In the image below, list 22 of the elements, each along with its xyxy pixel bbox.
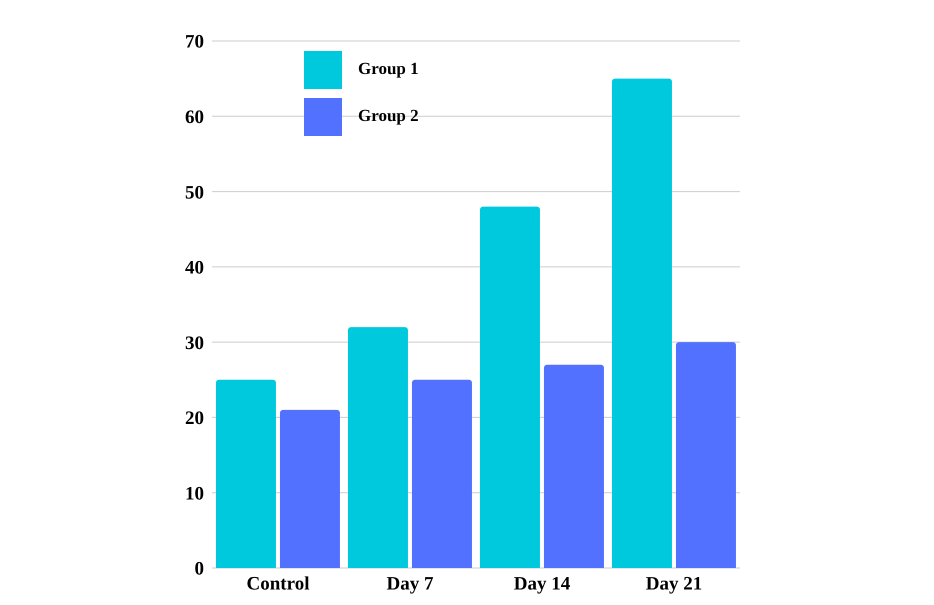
x-tick-label: Day 21	[646, 573, 702, 594]
y-tick-label: 30	[185, 332, 204, 354]
x-tick-label: Control	[246, 573, 310, 594]
legend-label: Group 1	[358, 59, 419, 78]
legend-label: Group 2	[358, 106, 419, 125]
y-tick-label: 60	[185, 107, 204, 128]
bar	[280, 410, 340, 568]
bar	[216, 380, 276, 568]
y-tick-label: 40	[185, 258, 204, 279]
bar	[544, 364, 604, 568]
bar	[676, 342, 736, 568]
y-tick-label: 10	[185, 483, 204, 504]
bar	[612, 78, 672, 568]
bar	[348, 327, 408, 568]
y-tick-label: 70	[185, 32, 204, 53]
bar	[480, 206, 540, 568]
x-tick-label: Day 14	[514, 573, 571, 594]
y-tick-label: 20	[185, 408, 204, 430]
x-tick-label: Day 7	[386, 573, 434, 594]
bar	[412, 380, 472, 568]
y-tick-label: 0	[194, 558, 204, 580]
y-tick-label: 50	[185, 182, 204, 204]
